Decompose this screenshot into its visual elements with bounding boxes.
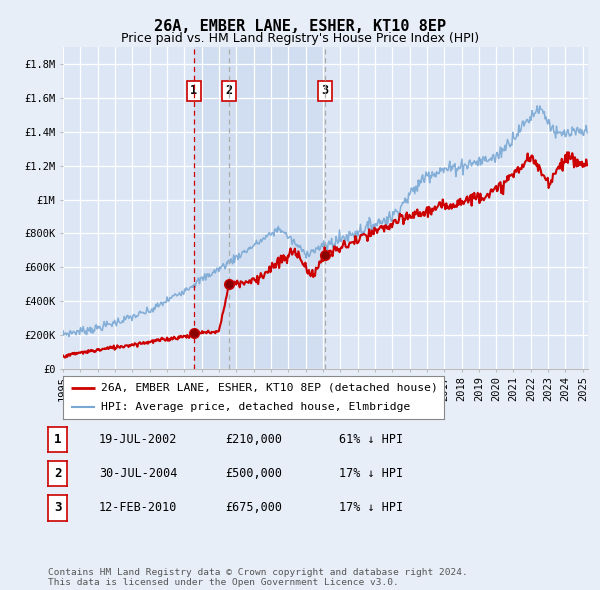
Text: Price paid vs. HM Land Registry's House Price Index (HPI): Price paid vs. HM Land Registry's House … bbox=[121, 32, 479, 45]
Text: 26A, EMBER LANE, ESHER, KT10 8EP: 26A, EMBER LANE, ESHER, KT10 8EP bbox=[154, 19, 446, 34]
Text: £675,000: £675,000 bbox=[225, 502, 282, 514]
Text: 61% ↓ HPI: 61% ↓ HPI bbox=[339, 433, 403, 446]
Text: 3: 3 bbox=[322, 84, 329, 97]
Bar bbox=[194, 47, 325, 369]
Text: £500,000: £500,000 bbox=[225, 467, 282, 480]
Text: 17% ↓ HPI: 17% ↓ HPI bbox=[339, 467, 403, 480]
Text: 2: 2 bbox=[226, 84, 233, 97]
Text: 26A, EMBER LANE, ESHER, KT10 8EP (detached house): 26A, EMBER LANE, ESHER, KT10 8EP (detach… bbox=[101, 383, 438, 393]
Text: 12-FEB-2010: 12-FEB-2010 bbox=[99, 502, 178, 514]
Text: £210,000: £210,000 bbox=[225, 433, 282, 446]
Text: 1: 1 bbox=[54, 433, 61, 446]
Text: 30-JUL-2004: 30-JUL-2004 bbox=[99, 467, 178, 480]
Text: 2: 2 bbox=[54, 467, 61, 480]
Text: 17% ↓ HPI: 17% ↓ HPI bbox=[339, 502, 403, 514]
Text: Contains HM Land Registry data © Crown copyright and database right 2024.
This d: Contains HM Land Registry data © Crown c… bbox=[48, 568, 468, 587]
Text: 3: 3 bbox=[54, 502, 61, 514]
Text: HPI: Average price, detached house, Elmbridge: HPI: Average price, detached house, Elmb… bbox=[101, 402, 410, 412]
Text: 19-JUL-2002: 19-JUL-2002 bbox=[99, 433, 178, 446]
Text: 1: 1 bbox=[190, 84, 197, 97]
